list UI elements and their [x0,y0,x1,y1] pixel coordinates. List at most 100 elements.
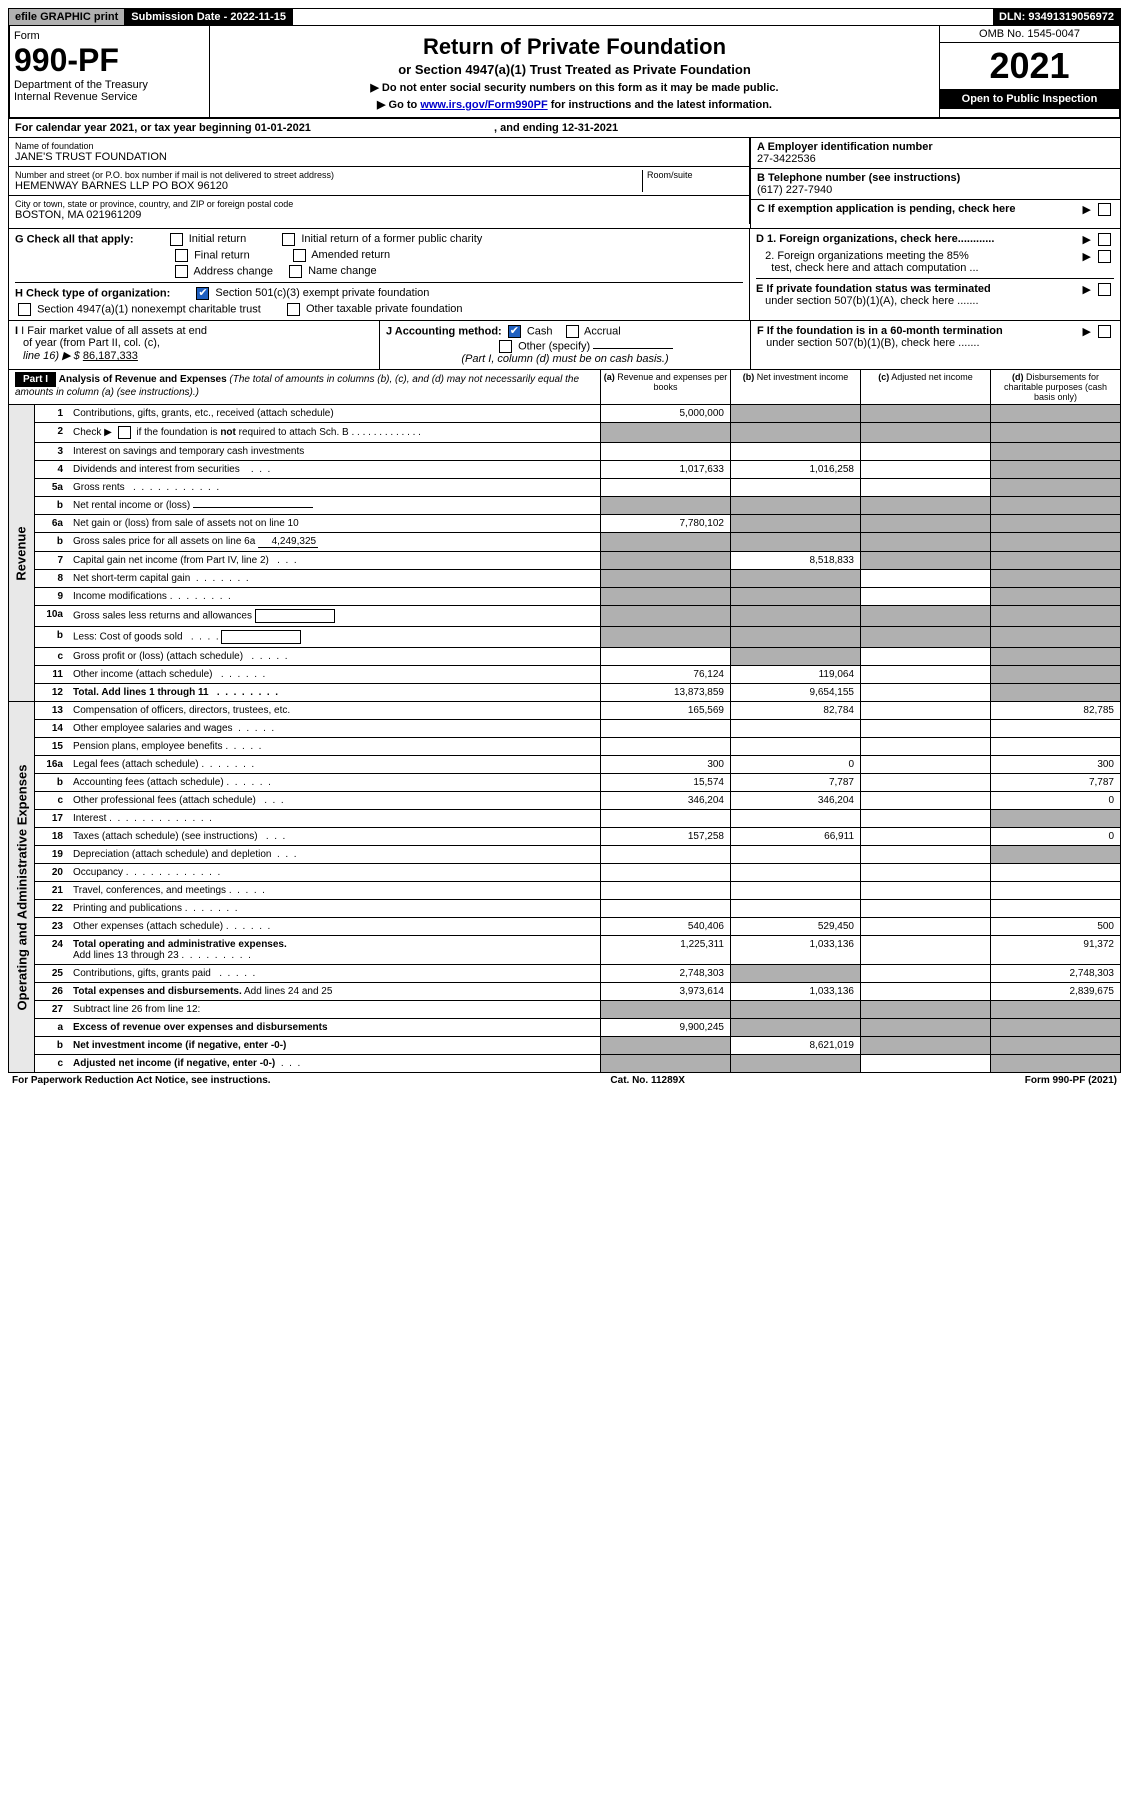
foundation-name: JANE'S TRUST FOUNDATION [15,151,743,163]
expenses-vertical-label: Operating and Administrative Expenses [14,764,29,1010]
e-checkbox[interactable] [1098,283,1111,296]
line19-label: Depreciation (attach schedule) and deple… [69,846,600,863]
dln: DLN: 93491319056972 [993,9,1120,25]
line12-label: Total. Add lines 1 through 11 . . . . . … [69,684,600,701]
amended-return-checkbox[interactable] [293,249,306,262]
revenue-vertical-label: Revenue [14,526,29,580]
line13-d: 82,785 [990,702,1120,719]
line10c-label: Gross profit or (loss) (attach schedule)… [69,648,600,665]
name-change-label: Name change [308,265,377,277]
line11-a: 76,124 [600,666,730,683]
line8-label: Net short-term capital gain . . . . . . … [69,570,600,587]
other-method-label: Other (specify) [518,340,590,352]
line25-a: 2,748,303 [600,965,730,982]
f-checkbox[interactable] [1098,325,1111,338]
line27c-label: Adjusted net income (if negative, enter … [69,1055,600,1072]
part1-title: Analysis of Revenue and Expenses [59,374,227,385]
part1-tag: Part I [15,372,56,387]
final-return-checkbox[interactable] [175,249,188,262]
line22-label: Printing and publications . . . . . . . [69,900,600,917]
line1-label: Contributions, gifts, grants, etc., rece… [69,405,600,422]
col-b-header: (b) Net investment income [730,370,860,404]
accrual-checkbox[interactable] [566,325,579,338]
schb-checkbox[interactable] [118,426,131,439]
fmv-amount: 86,187,333 [83,350,138,362]
line5b-label: Net rental income or (loss) [69,497,600,514]
ein-label: A Employer identification number [757,141,1114,153]
line24-d: 91,372 [990,936,1120,964]
address-change-checkbox[interactable] [175,265,188,278]
amended-return-label: Amended return [311,249,390,261]
paperwork-notice: For Paperwork Reduction Act Notice, see … [12,1075,271,1086]
line16a-label: Legal fees (attach schedule) . . . . . .… [69,756,600,773]
cat-no: Cat. No. 11289X [271,1075,1025,1086]
initial-former-checkbox[interactable] [282,233,295,246]
cash-checkbox[interactable] [508,325,521,338]
col-d-header: (d) Disbursements for charitable purpose… [990,370,1120,404]
line7-b: 8,518,833 [730,552,860,569]
line16a-d: 300 [990,756,1120,773]
d1-checkbox[interactable] [1098,233,1111,246]
form-number: 990-PF [14,42,205,79]
room-label: Room/suite [647,170,743,180]
line6a-a: 7,780,102 [600,515,730,532]
line11-b: 119,064 [730,666,860,683]
line6b-label: Gross sales price for all assets on line… [69,533,600,551]
g-label: G Check all that apply: [15,233,134,245]
4947-checkbox[interactable] [18,303,31,316]
d1-label: D 1. Foreign organizations, check here..… [756,233,1079,245]
j-label: J Accounting method: [386,325,502,337]
line23-label: Other expenses (attach schedule) . . . .… [69,918,600,935]
line16c-b: 346,204 [730,792,860,809]
4947-label: Section 4947(a)(1) nonexempt charitable … [37,303,261,315]
foundation-address: HEMENWAY BARNES LLP PO BOX 96120 [15,180,638,192]
line18-d: 0 [990,828,1120,845]
line21-label: Travel, conferences, and meetings . . . … [69,882,600,899]
line9-label: Income modifications . . . . . . . . [69,588,600,605]
line12-a: 13,873,859 [600,684,730,701]
col-c-header: (c) Adjusted net income [860,370,990,404]
initial-former-label: Initial return of a former public charit… [301,233,482,245]
line23-d: 500 [990,918,1120,935]
h-label: H Check type of organization: [15,287,170,299]
other-method-checkbox[interactable] [499,340,512,353]
line16a-b: 0 [730,756,860,773]
line13-b: 82,784 [730,702,860,719]
open-public-badge: Open to Public Inspection [940,89,1119,109]
line27-label: Subtract line 26 from line 12: [69,1001,600,1018]
line12-b: 9,654,155 [730,684,860,701]
form-footer: Form 990-PF (2021) [1025,1075,1117,1086]
line25-label: Contributions, gifts, grants paid . . . … [69,965,600,982]
cash-label: Cash [527,325,553,337]
line3-label: Interest on savings and temporary cash i… [69,443,600,460]
cash-basis-note: (Part I, column (d) must be on cash basi… [386,353,744,365]
line16c-a: 346,204 [600,792,730,809]
form-subtitle: or Section 4947(a)(1) Trust Treated as P… [216,62,933,77]
line25-d: 2,748,303 [990,965,1120,982]
address-change-label: Address change [193,265,273,277]
phone-label: B Telephone number (see instructions) [757,172,1114,184]
efile-print-button[interactable]: efile GRAPHIC print [9,9,125,25]
exemption-pending-label: C If exemption application is pending, c… [757,203,1079,215]
final-return-label: Final return [194,249,250,261]
city-label: City or town, state or province, country… [15,199,743,209]
501c3-checkbox[interactable] [196,287,209,300]
fmv-label2: of year (from Part II, col. (c), [23,337,373,349]
ssn-warning: ▶ Do not enter social security numbers o… [216,81,933,94]
line4-b: 1,016,258 [730,461,860,478]
line4-a: 1,017,633 [600,461,730,478]
501c3-label: Section 501(c)(3) exempt private foundat… [215,287,429,299]
exemption-pending-checkbox[interactable] [1098,203,1111,216]
line26-d: 2,839,675 [990,983,1120,1000]
initial-return-checkbox[interactable] [170,233,183,246]
other-taxable-checkbox[interactable] [287,303,300,316]
d2-checkbox[interactable] [1098,250,1111,263]
line26-a: 3,973,614 [600,983,730,1000]
line4-label: Dividends and interest from securities .… [69,461,600,478]
irs-link[interactable]: www.irs.gov/Form990PF [420,99,547,111]
fmv-label1: I I Fair market value of all assets at e… [15,325,373,337]
goto-instructions: ▶ Go to www.irs.gov/Form990PF for instru… [216,98,933,111]
name-change-checkbox[interactable] [289,265,302,278]
line7-label: Capital gain net income (from Part IV, l… [69,552,600,569]
line16a-a: 300 [600,756,730,773]
